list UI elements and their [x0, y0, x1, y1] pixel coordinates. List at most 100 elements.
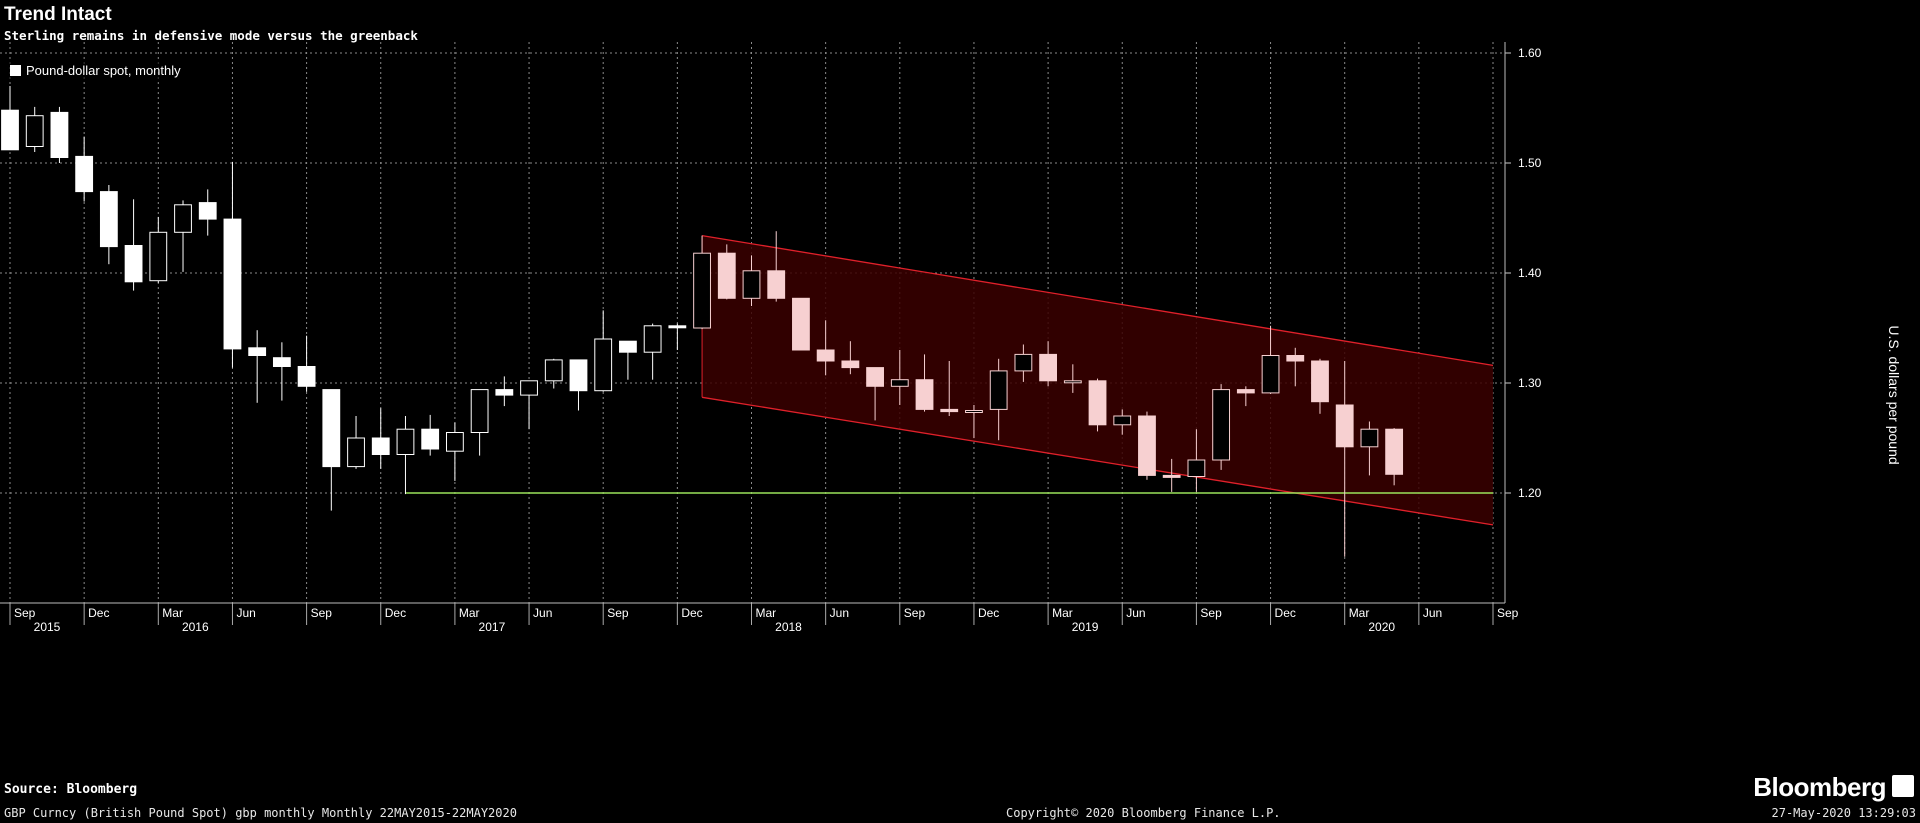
candle-body	[520, 380, 538, 396]
candle	[421, 414, 440, 456]
candle	[1187, 429, 1206, 492]
candle-body	[198, 202, 217, 220]
x-year-label: 2016	[182, 620, 209, 634]
x-tick-label: Dec	[385, 606, 406, 620]
candle-body	[1113, 415, 1132, 426]
candle	[594, 310, 613, 392]
x-tick-label: Mar	[459, 606, 480, 620]
candle	[816, 320, 835, 376]
candle-body	[421, 428, 440, 450]
copyright-note: Copyright© 2020 Bloomberg Finance L.P.	[1006, 806, 1281, 820]
candle-body	[569, 359, 588, 392]
candle-body	[1187, 459, 1206, 477]
candle	[693, 235, 711, 330]
candle-body	[1236, 389, 1255, 394]
candle-body	[643, 325, 662, 353]
candle-body	[1162, 474, 1181, 478]
x-tick-label: Mar	[756, 606, 777, 620]
x-tick-label: Sep	[14, 606, 36, 620]
candle-body	[149, 231, 168, 282]
candle	[767, 231, 786, 302]
x-tick-label: Jun	[1423, 606, 1442, 620]
candle-body	[1212, 389, 1231, 461]
x-tick-label: Sep	[1497, 606, 1519, 620]
candle	[1335, 361, 1354, 557]
candle	[495, 376, 514, 407]
candle	[1138, 411, 1156, 480]
candle	[371, 408, 390, 469]
candle	[1286, 347, 1305, 387]
candle-body	[890, 379, 909, 387]
candle-body	[445, 432, 464, 452]
candle-body	[25, 115, 44, 147]
candle-body	[1335, 404, 1354, 448]
candle	[99, 185, 118, 265]
candle-body	[1014, 353, 1033, 372]
candle-body	[223, 218, 242, 350]
legend-label: Pound-dollar spot, monthly	[26, 63, 181, 78]
candle	[940, 361, 959, 416]
chart-title: Trend Intact	[4, 4, 112, 25]
candle-body	[619, 340, 637, 353]
candle-body	[767, 270, 786, 299]
x-tick-label: Sep	[1200, 606, 1222, 620]
candle-body	[50, 111, 69, 158]
y-tick-label: 1.40	[1518, 266, 1542, 280]
candle-body	[272, 357, 291, 368]
bloomberg-logo: Bloomberg	[1753, 772, 1886, 802]
x-tick-label: Jun	[236, 606, 255, 620]
candle-body	[1138, 415, 1156, 476]
y-tick-label: 1.20	[1518, 486, 1542, 500]
x-tick-label: Dec	[1275, 606, 1296, 620]
candle-body	[470, 389, 489, 434]
candle-body	[742, 270, 761, 299]
candle	[1014, 344, 1033, 382]
y-tick-label: 1.30	[1518, 376, 1542, 390]
candle-body	[99, 191, 118, 248]
x-tick-label: Sep	[311, 606, 333, 620]
candle	[520, 380, 538, 430]
candle	[1039, 341, 1058, 387]
candle-body	[1385, 428, 1404, 475]
candle	[198, 189, 217, 236]
candle-body	[1039, 353, 1058, 382]
candle	[1063, 364, 1082, 393]
x-year-label: 2015	[34, 620, 61, 634]
candle	[742, 255, 761, 306]
candle	[915, 354, 934, 412]
candle	[1212, 384, 1231, 470]
bloomberg-terminal-icon	[1892, 775, 1914, 797]
x-tick-label: Dec	[978, 606, 999, 620]
x-tick-label: Mar	[162, 606, 183, 620]
ticker-note: GBP Curncy (British Pound Spot) gbp mont…	[4, 806, 517, 820]
candle-body	[322, 389, 341, 468]
candle	[25, 106, 44, 152]
x-tick-label: Jun	[533, 606, 552, 620]
candle-body	[594, 338, 613, 392]
candle-body	[717, 252, 736, 299]
candle	[470, 389, 489, 456]
candle-body	[544, 359, 563, 382]
candle	[841, 341, 860, 375]
candle	[124, 199, 143, 291]
candle-body	[1063, 380, 1082, 384]
channel-upper-line	[701, 234, 1494, 367]
candle	[445, 422, 464, 481]
candle-body	[792, 297, 810, 351]
candle	[396, 416, 415, 495]
legend-swatch	[10, 65, 21, 76]
legend: Pound-dollar spot, monthly	[4, 60, 196, 82]
x-tick-label: Jun	[1126, 606, 1145, 620]
candle	[50, 106, 69, 163]
candle	[1360, 421, 1379, 476]
candle-body	[347, 437, 365, 468]
candle-body	[1286, 355, 1305, 362]
candle	[569, 359, 588, 411]
candle-body	[1311, 360, 1329, 403]
candle	[223, 161, 242, 368]
candle	[668, 323, 687, 350]
candle	[75, 136, 94, 202]
x-tick-label: Jun	[830, 606, 849, 620]
candle-body	[816, 349, 835, 362]
